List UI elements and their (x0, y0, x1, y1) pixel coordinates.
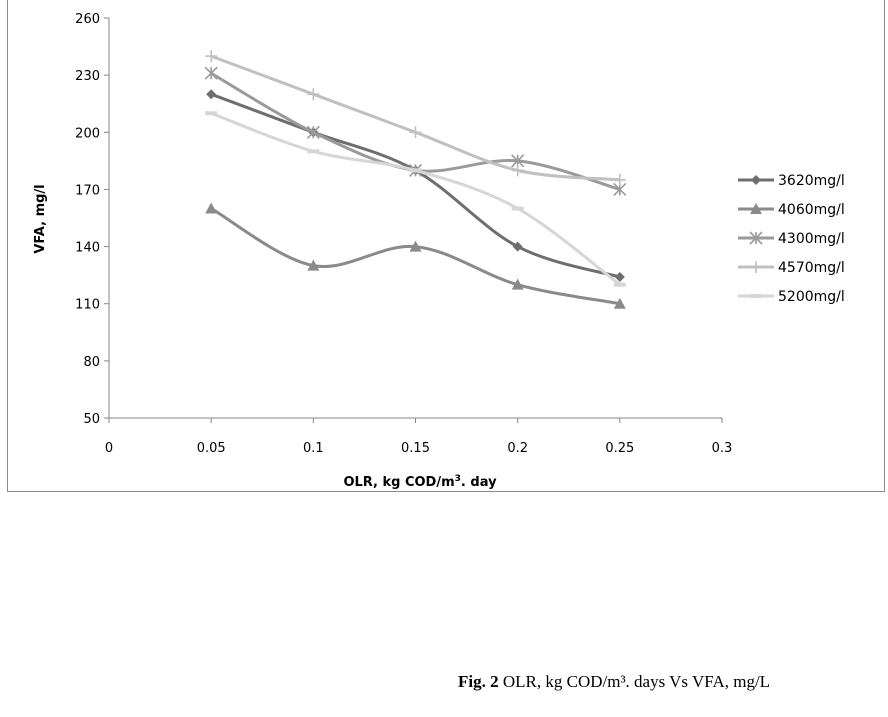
legend-label: 5200mg/l (778, 289, 845, 305)
legend-swatch-marker (750, 294, 762, 298)
series-5 (205, 111, 626, 287)
legend: 3620mg/l 4060mg/l 4300mg/l 4570mg/l 5200mg/l (738, 173, 845, 305)
data-point (614, 272, 625, 283)
data-point (306, 125, 320, 139)
legend-label: 4570mg/l (778, 260, 845, 276)
x-axis-title-sup: 3 (455, 474, 461, 484)
x-tick-label: 0 (105, 441, 113, 456)
x-tick-label: 0.05 (197, 441, 226, 456)
data-point (409, 240, 422, 252)
legend-item: 5200mg/l (738, 289, 845, 305)
y-tick-label: 260 (75, 12, 100, 27)
y-tick-label: 200 (75, 126, 100, 141)
legend-item: 4570mg/l (738, 260, 845, 276)
x-tick-label: 0.25 (605, 441, 634, 456)
x-tick-label: 0.3 (712, 441, 733, 456)
axes: 50 80 110 140 170 200 230 260 0 0.05 0.1 0.15 0.2 0.2… (75, 12, 732, 456)
data-point (409, 168, 422, 173)
x-tick-label: 0.2 (507, 441, 528, 456)
legend-swatch-marker (750, 261, 762, 273)
data-point (307, 259, 320, 271)
data-point (511, 206, 524, 211)
series-1 (206, 89, 625, 283)
data-point (206, 89, 217, 100)
data-point (511, 164, 524, 177)
x-axis-title-tail: . day (461, 475, 497, 490)
y-axis-title: VFA, mg/l (33, 184, 48, 253)
x-axis-title-main: OLR, kg COD/m (343, 475, 454, 490)
legend-swatch-marker (750, 203, 762, 214)
x-axis-title: OLR, kg COD/m3. day (343, 474, 497, 490)
data-point (409, 126, 422, 139)
series-4 (205, 50, 626, 186)
x-tick-label: 0.1 (303, 441, 324, 456)
x-tick-label: 0.15 (401, 441, 430, 456)
y-tick-label: 110 (75, 298, 100, 313)
legend-label: 3620mg/l (778, 173, 845, 189)
series-line (210, 207, 621, 306)
y-tick-label: 140 (75, 241, 100, 256)
y-tick-label: 230 (75, 69, 100, 84)
series-2 (205, 202, 626, 309)
line-chart: 50 80 110 140 170 200 230 260 0 0.05 0.1 0.15 0.2 0.2… (33, 12, 845, 490)
caption-text: OLR, kg COD/m³. days Vs VFA, mg/L (498, 672, 771, 691)
data-point (307, 88, 320, 101)
legend-item: 4060mg/l (738, 202, 845, 218)
chart-frame: 50 80 110 140 170 200 230 260 0 0.05 0.1 0.15 0.2 0.2… (7, 0, 885, 492)
legend-item: 3620mg/l (738, 173, 845, 189)
data-point (511, 278, 524, 290)
data-point (205, 50, 218, 63)
data-point (512, 241, 523, 252)
series-line (210, 111, 621, 286)
caption-label: Fig. 2 (458, 672, 499, 691)
y-tick-label: 50 (83, 412, 100, 427)
figure-caption: Fig. 2 OLR, kg COD/m³. days Vs VFA, mg/L (458, 672, 770, 692)
legend-label: 4300mg/l (778, 231, 845, 247)
data-point (307, 149, 320, 154)
legend-swatch-marker (751, 175, 761, 185)
y-tick-label: 170 (75, 183, 100, 198)
data-point (204, 66, 218, 80)
data-point (205, 202, 218, 214)
data-point (205, 111, 218, 116)
legend-label: 4060mg/l (778, 202, 845, 218)
legend-swatch-marker (749, 231, 763, 245)
data-point (613, 173, 626, 186)
data-point (613, 297, 626, 309)
data-point (613, 282, 626, 287)
y-tick-label: 80 (83, 355, 100, 370)
legend-item: 4300mg/l (738, 231, 845, 247)
series-layer (204, 50, 627, 309)
